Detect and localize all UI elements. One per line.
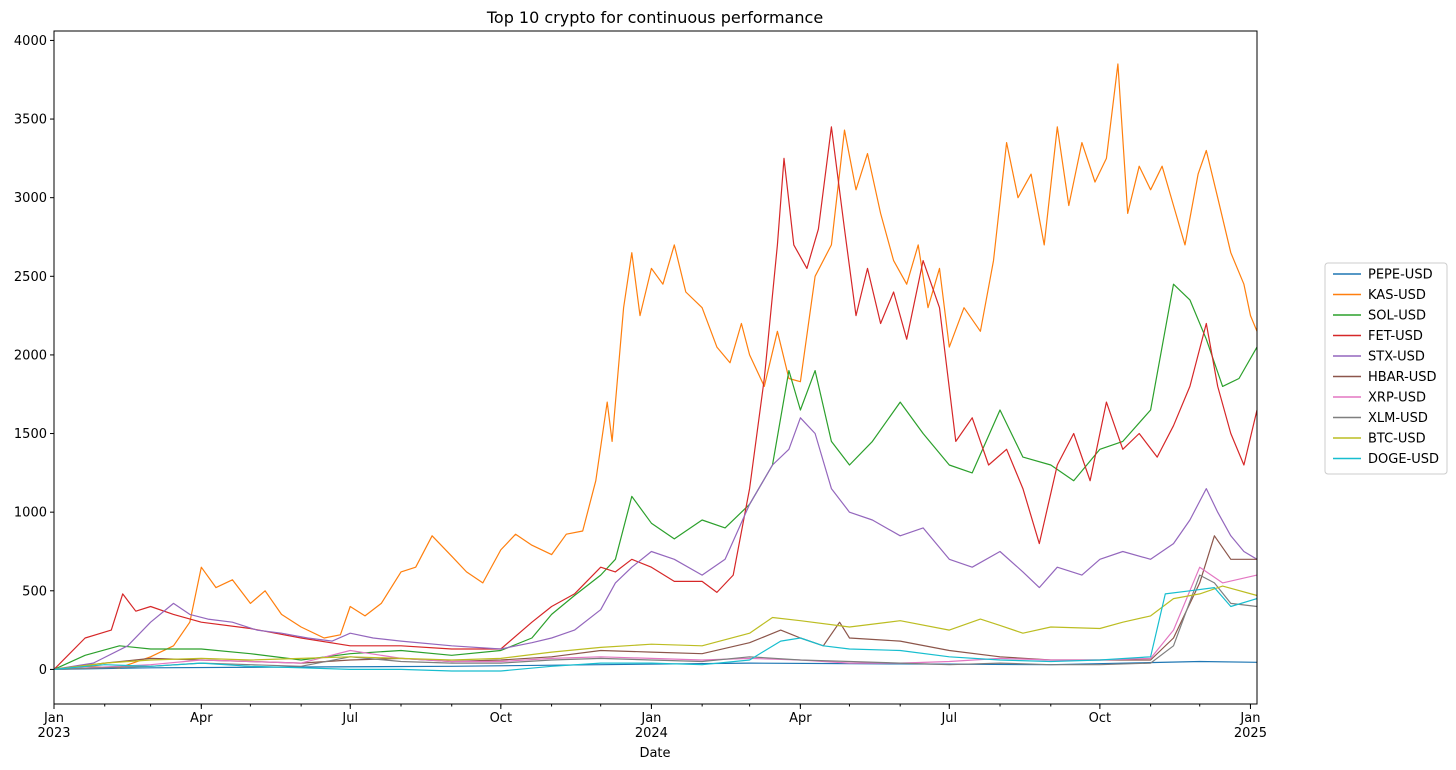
plot-frame: [53, 30, 1258, 705]
legend-entry-label: XLM-USD: [1368, 411, 1428, 426]
series-line-sol-usd: [53, 283, 1258, 670]
legend-entry-label: BTC-USD: [1368, 432, 1426, 447]
legend-entry-label: PEPE-USD: [1368, 268, 1433, 283]
y-tick-label: 0: [39, 663, 47, 678]
x-tick-label: Jan: [43, 711, 64, 726]
y-axis: 0 500 1000 1500 2000 2500 3000 3500 4000: [14, 34, 54, 678]
x-tick-label: Jul: [940, 711, 957, 726]
chart-title: Top 10 crypto for continuous performance: [486, 8, 823, 27]
x-tick-year-label: 2023: [37, 726, 70, 741]
x-tick-label: Jan: [1239, 711, 1260, 726]
x-tick-label: Jan: [640, 711, 661, 726]
y-tick-label: 1500: [14, 427, 47, 442]
series-line-btc-usd: [53, 585, 1258, 670]
legend-entry-label: FET-USD: [1368, 329, 1423, 344]
y-tick-label: 4000: [14, 34, 47, 49]
x-tick-label: Jul: [341, 711, 358, 726]
legend-entry-label: SOL-USD: [1368, 309, 1426, 324]
series-line-kas-usd: [53, 63, 1258, 670]
legend-entry-label: STX-USD: [1368, 350, 1425, 365]
series-lines: [53, 63, 1258, 672]
series-line-doge-usd: [53, 587, 1258, 672]
y-tick-label: 1000: [14, 506, 47, 521]
y-tick-label: 2500: [14, 270, 47, 285]
x-tick-year-label: 2024: [635, 726, 668, 741]
y-tick-label: 500: [22, 584, 47, 599]
x-axis-label: Date: [639, 746, 670, 761]
x-tick-year-label: 2025: [1234, 726, 1267, 741]
x-tick-label: Oct: [1089, 711, 1111, 726]
y-tick-label: 3500: [14, 113, 47, 128]
legend-entry-label: HBAR-USD: [1368, 370, 1437, 385]
series-line-xlm-usd: [53, 574, 1258, 670]
x-tick-label: Apr: [190, 711, 213, 726]
legend-entry-label: DOGE-USD: [1368, 452, 1439, 467]
series-line-stx-usd: [53, 417, 1258, 670]
x-tick-label: Oct: [490, 711, 512, 726]
series-line-fet-usd: [53, 126, 1258, 670]
legend: PEPE-USD KAS-USD SOL-USD FET-USD STX-USD HBAR…: [1324, 262, 1448, 475]
x-tick-label: Apr: [789, 711, 812, 726]
y-tick-label: 3000: [14, 191, 47, 206]
legend-entry-label: XRP-USD: [1368, 391, 1426, 406]
y-tick-label: 2000: [14, 348, 47, 363]
legend-entry-label: KAS-USD: [1368, 288, 1426, 303]
